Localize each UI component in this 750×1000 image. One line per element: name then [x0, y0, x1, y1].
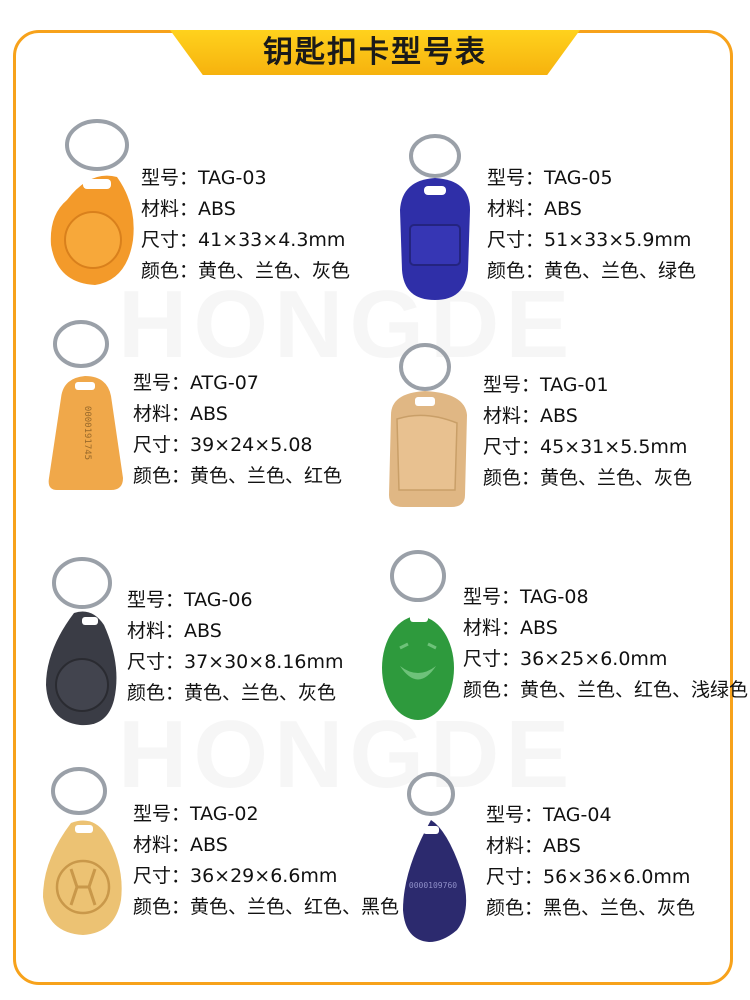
- model-label: 型号：TAG-06: [127, 589, 253, 611]
- model-label: 型号：ATG-07: [133, 372, 259, 394]
- material-label: 材料：ABS: [463, 617, 558, 639]
- spec-block: 型号：TAG-04 材料：ABS 尺寸：56×36×6.0mm 颜色：黑色、兰色…: [486, 800, 695, 924]
- colors-label: 颜色：黄色、兰色、灰色: [483, 467, 693, 489]
- spec-block: 型号：TAG-02 材料：ABS 尺寸：36×29×6.6mm 颜色：黄色、兰色…: [133, 799, 399, 923]
- colors-label: 颜色：黄色、兰色、灰色: [141, 260, 351, 282]
- colors-label: 颜色：黄色、兰色、灰色: [127, 682, 337, 704]
- size-label: 尺寸：56×36×6.0mm: [486, 866, 691, 888]
- material-label: 材料：ABS: [141, 198, 236, 220]
- keyfob-tag01-image: [389, 343, 467, 507]
- colors-label: 颜色：黄色、兰色、红色: [133, 465, 343, 487]
- keyfob-tag02-image: [43, 767, 122, 935]
- size-label: 尺寸：36×29×6.6mm: [133, 865, 338, 887]
- colors-label: 颜色：黄色、兰色、红色、黑色: [133, 896, 400, 918]
- model-label: 型号：TAG-02: [133, 803, 259, 825]
- size-label: 尺寸：51×33×5.9mm: [487, 229, 692, 251]
- size-label: 尺寸：41×33×4.3mm: [141, 229, 346, 251]
- colors-label: 颜色：黑色、兰色、灰色: [486, 897, 696, 919]
- spec-block: 型号：TAG-01 材料：ABS 尺寸：45×31×5.5mm 颜色：黄色、兰色…: [483, 370, 692, 494]
- material-label: 材料：ABS: [127, 620, 222, 642]
- material-label: 材料：ABS: [133, 403, 228, 425]
- spec-block: 型号：TAG-06 材料：ABS 尺寸：37×30×8.16mm 颜色：黄色、兰…: [127, 585, 344, 709]
- material-label: 材料：ABS: [486, 835, 581, 857]
- model-label: 型号：TAG-05: [487, 167, 613, 189]
- material-label: 材料：ABS: [483, 405, 578, 427]
- colors-label: 颜色：黄色、兰色、红色、浅绿色: [463, 679, 749, 701]
- size-label: 尺寸：36×25×6.0mm: [463, 648, 668, 670]
- model-label: 型号：TAG-04: [486, 804, 612, 826]
- title-banner: [170, 30, 580, 75]
- keyfob-tag06-image: [46, 557, 117, 726]
- spec-block: 型号：TAG-08 材料：ABS 尺寸：36×25×6.0mm 颜色：黄色、兰色…: [463, 582, 748, 706]
- size-label: 尺寸：45×31×5.5mm: [483, 436, 688, 458]
- page-title: 钥匙扣卡型号表: [263, 35, 487, 70]
- keyfob-tag04-image: 0000109760: [403, 772, 467, 942]
- model-label: 型号：TAG-01: [483, 374, 609, 396]
- keyfob-tag08-image: [382, 550, 454, 720]
- keyfob-tag05-image: [400, 134, 470, 300]
- keyfob-tag03-image: [50, 119, 134, 285]
- colors-label: 颜色：黄色、兰色、绿色: [487, 260, 697, 282]
- watermark: HONGDE: [118, 700, 575, 810]
- keyfob-atg07-image: 0000191745: [48, 320, 123, 490]
- spec-block: 型号：ATG-07 材料：ABS 尺寸：39×24×5.08 颜色：黄色、兰色、…: [133, 368, 342, 492]
- spec-block: 型号：TAG-03 材料：ABS 尺寸：41×33×4.3mm 颜色：黄色、兰色…: [141, 163, 350, 287]
- material-label: 材料：ABS: [133, 834, 228, 856]
- model-label: 型号：TAG-03: [141, 167, 267, 189]
- printed-serial: 0000109760: [409, 881, 457, 890]
- size-label: 尺寸：37×30×8.16mm: [127, 651, 344, 673]
- model-label: 型号：TAG-08: [463, 586, 589, 608]
- material-label: 材料：ABS: [487, 198, 582, 220]
- size-label: 尺寸：39×24×5.08: [133, 434, 313, 456]
- spec-block: 型号：TAG-05 材料：ABS 尺寸：51×33×5.9mm 颜色：黄色、兰色…: [487, 163, 696, 287]
- printed-serial: 0000191745: [82, 406, 92, 460]
